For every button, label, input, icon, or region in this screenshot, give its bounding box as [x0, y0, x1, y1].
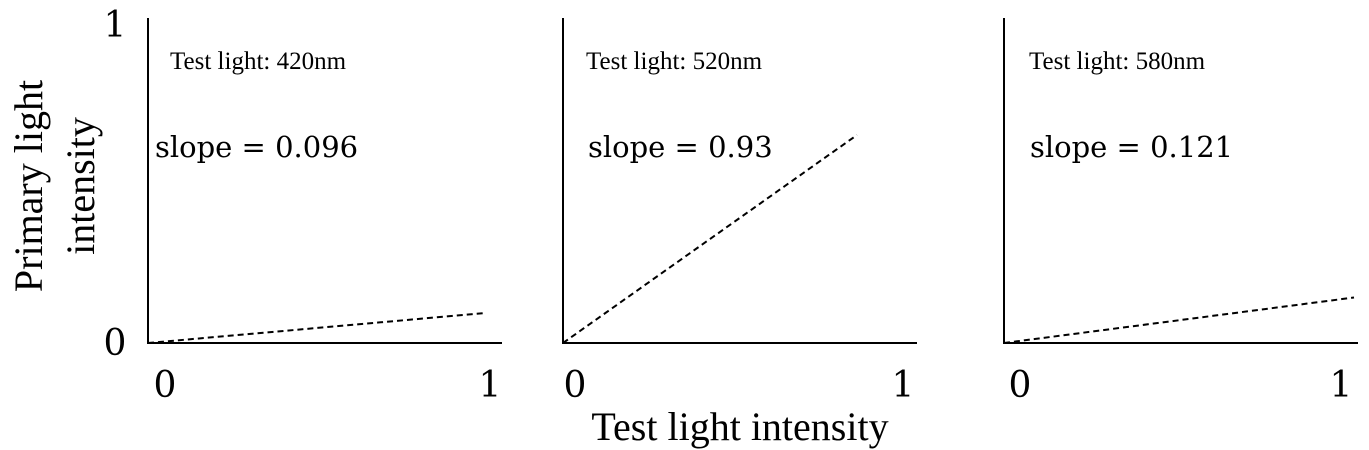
panel-1-slope-label: slope = 0.096 [155, 130, 358, 164]
y-tick-label-zero: 0 [104, 323, 127, 364]
panel-1-x-tick-max: 1 [479, 365, 502, 406]
panel-1-title: Test light: 420nm [170, 48, 347, 75]
panel-1-x-tick-zero: 0 [154, 365, 177, 406]
panel-3-series-line [1003, 296, 1355, 344]
y-axis-label: Primary light intensity [6, 80, 103, 292]
y-tick-label-max: 1 [104, 5, 127, 46]
panel-2-x-tick-zero: 0 [564, 365, 587, 406]
panel-520nm: Test light: 520nm slope = 0.93 0 1 [562, 18, 917, 406]
panel-1-series-line [147, 312, 485, 344]
panel-2-series-line [562, 134, 858, 344]
panel-2-title: Test light: 520nm [586, 48, 763, 75]
y-axis-label-line-2: intensity [58, 117, 103, 255]
panel-2-slope-label: slope = 0.93 [588, 130, 773, 164]
y-axis-label-line-1: Primary light [6, 80, 51, 292]
panel-3-x-tick-max: 1 [1330, 365, 1353, 406]
panel-2-x-tick-max: 1 [892, 365, 915, 406]
panel-580nm: Test light: 580nm slope = 0.121 0 1 [1003, 18, 1358, 406]
panel-3-x-tick-zero: 0 [1009, 365, 1032, 406]
panel-420nm: Test light: 420nm slope = 0.096 0 1 [147, 18, 502, 406]
x-axis-label: Test light intensity [591, 404, 888, 449]
panel-3-slope-label: slope = 0.121 [1030, 130, 1233, 164]
panel-3-title: Test light: 580nm [1029, 48, 1206, 75]
